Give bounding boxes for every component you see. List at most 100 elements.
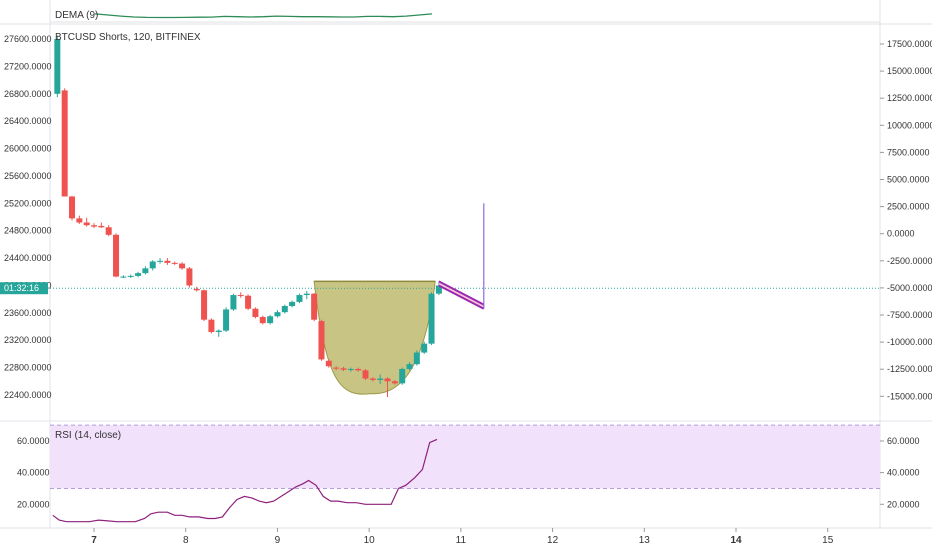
- overlay-layer: [50, 203, 880, 310]
- right-axis-tick-label: 2500.0000: [887, 202, 930, 212]
- left-axis-tick-label: 26000.0000: [4, 144, 52, 154]
- rsi-band: [50, 425, 880, 489]
- dema-line: [94, 13, 433, 19]
- candle-body: [127, 275, 134, 277]
- right-axis-tick-label: -5000.0000: [887, 283, 932, 293]
- candle-body: [120, 276, 127, 278]
- right-axis-tick-label: 12500.0000: [887, 93, 932, 103]
- candle-body: [311, 293, 318, 320]
- candle-body: [340, 368, 347, 370]
- right-secondary-axis[interactable]: 17500.0000 15000.0000 12500.0000 10000.0000…: [880, 39, 932, 401]
- candle-body: [142, 268, 149, 274]
- candle-body: [230, 295, 237, 310]
- left-axis-tick-label: 25200.0000: [4, 198, 52, 208]
- candle-body: [105, 227, 112, 235]
- candle-body: [186, 268, 193, 286]
- left-axis-tick-label: 27600.0000: [4, 34, 52, 44]
- candle-body: [237, 295, 244, 297]
- candle-body: [179, 263, 186, 269]
- rsi-line: [52, 438, 438, 523]
- candle-body: [428, 293, 435, 344]
- channel-lower-line: [438, 284, 485, 310]
- left-axis-tick-label: 26800.0000: [4, 89, 52, 99]
- candle-body: [76, 218, 83, 223]
- candle-body: [83, 222, 90, 226]
- cup-pattern[interactable]: [313, 280, 436, 395]
- candle-body: [135, 273, 142, 276]
- time-axis-tick-label: 14: [730, 535, 742, 546]
- candle-body: [164, 260, 171, 263]
- current-time-badge-bg: [0, 282, 48, 295]
- right-axis-tick-label: -15000.0000: [887, 391, 932, 401]
- time-axis[interactable]: 7 8 9 10 11 12 13 14 15: [91, 528, 834, 546]
- candle-body: [399, 368, 406, 384]
- left-axis-tick-label: 23600.0000: [4, 308, 52, 318]
- current-time-label: 01:32:16: [4, 283, 39, 293]
- candle-body: [281, 306, 288, 313]
- candle-body: [98, 225, 105, 228]
- candle-body: [208, 319, 215, 333]
- candle-body: [171, 262, 178, 264]
- candle-body: [355, 368, 362, 371]
- candle-body: [362, 370, 369, 379]
- candle-body: [413, 352, 420, 365]
- candle-body: [215, 330, 222, 333]
- candle-body: [259, 316, 266, 324]
- candle-body: [377, 378, 384, 380]
- rsi-right-axis: 60.0000 40.0000 20.0000: [880, 436, 920, 509]
- candle-body: [289, 301, 296, 307]
- candle-body: [274, 312, 281, 317]
- left-axis-tick-label: 24800.0000: [4, 226, 52, 236]
- rsi-label: RSI (14, close): [55, 430, 121, 441]
- candle-body: [113, 234, 120, 277]
- channel-upper-line: [438, 280, 485, 306]
- candle-body: [267, 316, 274, 324]
- current-time-badge: 01:32:16: [0, 282, 48, 295]
- rsi-left-axis: 60.0000 40.0000 20.0000: [17, 436, 50, 509]
- candle-body: [252, 308, 259, 317]
- candle-body: [69, 196, 76, 219]
- left-axis-tick-label: 27200.0000: [4, 61, 52, 71]
- time-axis-tick-label: 11: [456, 535, 467, 546]
- left-axis-tick-label: 22400.0000: [4, 390, 52, 400]
- candle-body: [303, 293, 310, 296]
- left-axis-tick-label: 26400.0000: [4, 116, 52, 126]
- right-axis-tick-label: -10000.0000: [887, 337, 932, 347]
- price-pane[interactable]: 27600.0000 27200.0000 26800.0000 26400.0000…: [0, 0, 932, 529]
- right-axis-tick-label: 5000.0000: [887, 175, 930, 185]
- rsi-left-tick-label: 40.0000: [17, 468, 50, 478]
- candle-body: [325, 360, 332, 367]
- time-axis-tick-label: 8: [183, 535, 189, 546]
- candle-body: [296, 295, 303, 302]
- right-axis-tick-label: -2500.0000: [887, 256, 932, 266]
- rsi-right-tick-label: 40.0000: [887, 468, 920, 478]
- right-axis-tick-label: 0.0000: [887, 229, 915, 239]
- candle-body: [193, 288, 200, 291]
- rsi-pane[interactable]: 60.0000 40.0000 20.0000 60.0000 40.0000 20.0…: [17, 424, 920, 523]
- candle-body: [201, 290, 208, 320]
- time-axis-tick-label: 15: [822, 535, 834, 546]
- time-axis-tick-label: 7: [91, 535, 97, 546]
- candle-body: [406, 364, 413, 369]
- candle-body: [61, 90, 68, 197]
- time-axis-tick-label: 13: [639, 535, 651, 546]
- candle-body: [347, 368, 354, 370]
- time-axis-tick-label: 9: [275, 535, 281, 546]
- left-axis-tick-label: 25600.0000: [4, 171, 52, 181]
- dema-pane: DEMA (9): [50, 10, 880, 23]
- drawing-layer[interactable]: [313, 280, 436, 395]
- candle-body: [91, 225, 98, 227]
- candle-body: [421, 343, 428, 353]
- candle-body: [435, 285, 442, 294]
- right-axis-tick-label: 7500.0000: [887, 147, 930, 157]
- left-axis-tick-label: 23200.0000: [4, 335, 52, 345]
- candle-body: [391, 381, 398, 384]
- candle-body: [333, 367, 340, 369]
- candle-body: [149, 261, 156, 269]
- candle-body: [157, 260, 164, 262]
- right-axis-tick-label: 17500.0000: [887, 39, 932, 49]
- left-axis-tick-label: 22800.0000: [4, 363, 52, 373]
- time-axis-tick-label: 10: [364, 535, 376, 546]
- candle-body: [223, 309, 230, 331]
